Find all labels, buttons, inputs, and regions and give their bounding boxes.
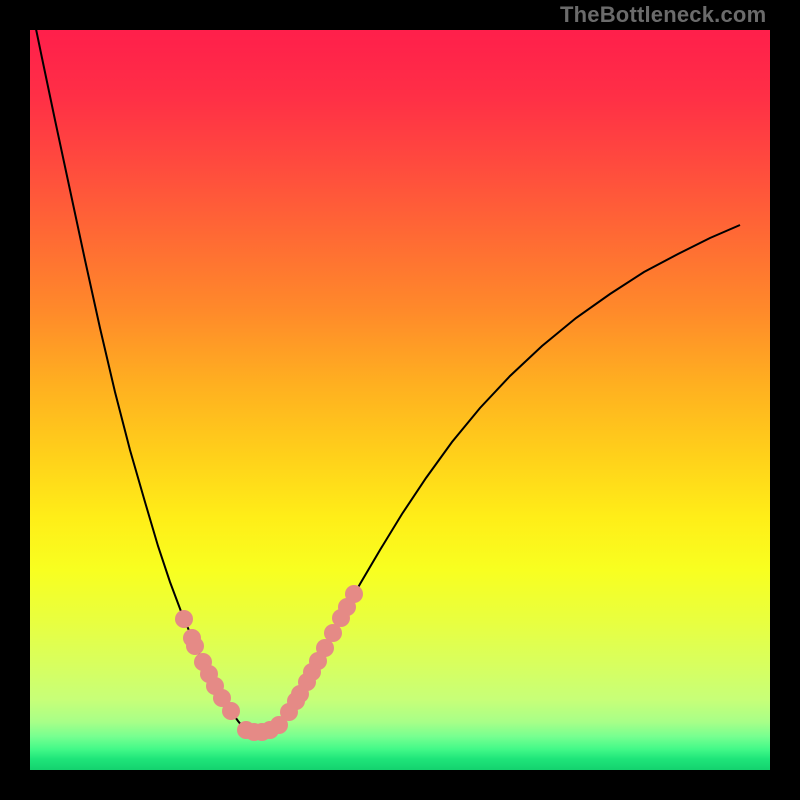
border-right — [770, 0, 800, 800]
gradient-background — [30, 30, 770, 770]
data-marker — [175, 610, 193, 628]
data-marker — [186, 637, 204, 655]
plot-svg — [30, 30, 770, 770]
data-marker — [222, 702, 240, 720]
watermark-text: TheBottleneck.com — [560, 2, 766, 28]
border-bottom — [0, 770, 800, 800]
data-marker — [345, 585, 363, 603]
border-left — [0, 0, 30, 800]
chart-frame: TheBottleneck.com — [0, 0, 800, 800]
plot-area — [30, 30, 770, 770]
